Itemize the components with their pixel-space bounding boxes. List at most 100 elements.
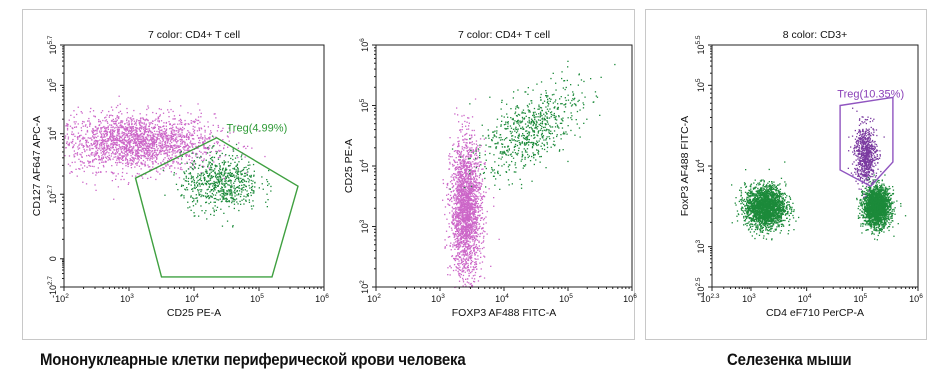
event-dot <box>448 158 450 160</box>
event-dot <box>459 233 462 235</box>
event-dot <box>96 151 99 154</box>
event-dot <box>134 140 136 142</box>
event-dot <box>204 140 206 142</box>
event-dot <box>126 107 128 110</box>
event-dot <box>124 129 127 131</box>
event-dot <box>226 190 228 193</box>
event-dot <box>180 121 182 123</box>
event-dot <box>472 208 474 210</box>
event-dot <box>250 179 252 182</box>
event-dot <box>242 178 244 181</box>
event-dot <box>81 152 83 154</box>
event-dot <box>120 151 123 153</box>
event-dot <box>473 247 475 249</box>
event-dot <box>460 176 462 178</box>
event-dot <box>230 174 232 177</box>
event-dot <box>468 253 471 255</box>
event-dot <box>204 151 207 153</box>
event-dot <box>467 248 470 250</box>
event-dot <box>477 196 479 198</box>
event-dot <box>473 176 475 178</box>
event-dot <box>451 222 453 224</box>
event-dot <box>169 157 172 159</box>
event-dot <box>106 146 108 148</box>
event-dot <box>266 206 268 208</box>
event-dot <box>142 144 144 146</box>
event-dot <box>145 138 148 140</box>
event-dot <box>224 184 226 186</box>
event-dot <box>80 134 82 136</box>
event-dot <box>220 172 222 174</box>
event-dot <box>112 126 114 129</box>
event-dot <box>467 255 469 257</box>
event-dot <box>462 231 465 233</box>
event-dot <box>474 258 476 260</box>
event-dot <box>126 155 128 157</box>
event-dot <box>117 130 119 132</box>
event-dot <box>64 137 66 139</box>
event-dot <box>211 169 213 171</box>
event-dot <box>203 151 205 153</box>
event-dot <box>471 270 473 273</box>
event-dot <box>138 128 140 131</box>
event-dot <box>172 118 174 120</box>
event-dot <box>464 254 466 256</box>
event-dot <box>137 139 139 142</box>
event-dot <box>199 174 201 176</box>
event-dot <box>89 155 91 157</box>
event-dot <box>101 143 103 145</box>
event-dot <box>464 177 466 179</box>
event-dot <box>135 120 138 122</box>
event-dot <box>122 156 124 158</box>
event-dot <box>473 212 475 214</box>
y-axis-label: CD127 AF647 APC-A <box>31 116 43 216</box>
event-dot <box>192 205 195 207</box>
event-dot <box>460 131 462 133</box>
event-dot <box>462 250 464 252</box>
event-dot <box>71 127 73 129</box>
event-dot <box>78 158 80 160</box>
event-dot <box>442 182 445 185</box>
event-dot <box>467 128 470 130</box>
event-dot <box>131 156 133 158</box>
event-dot <box>217 199 220 201</box>
event-dot <box>103 130 105 133</box>
event-dot <box>209 158 212 160</box>
event-dot <box>241 199 243 201</box>
event-dot <box>472 235 474 237</box>
event-dot <box>77 123 79 125</box>
event-dot <box>117 140 119 142</box>
event-dot <box>472 149 474 151</box>
event-dot <box>147 105 149 107</box>
event-dot <box>125 147 128 149</box>
event-dot <box>93 143 96 145</box>
event-dot <box>453 224 455 226</box>
event-dot <box>179 133 181 135</box>
event-dot <box>132 147 134 149</box>
event-dot <box>458 180 460 182</box>
event-dot <box>95 145 97 147</box>
event-dot <box>160 126 162 129</box>
event-dot <box>216 182 218 184</box>
event-dot <box>454 259 457 262</box>
x-axis-label: CD25 PE-A <box>167 307 221 319</box>
event-dot <box>214 189 216 191</box>
event-dot <box>466 185 468 187</box>
event-dot <box>118 116 120 118</box>
event-dot <box>183 195 185 197</box>
event-dot <box>135 122 137 125</box>
event-dot <box>457 193 459 195</box>
event-dot <box>131 123 133 125</box>
event-dot <box>454 176 456 178</box>
event-dot <box>215 184 217 187</box>
event-dot <box>189 166 191 168</box>
event-dot <box>465 278 467 280</box>
event-dot <box>232 197 235 199</box>
event-dot <box>185 180 188 182</box>
event-dot <box>206 189 208 191</box>
event-dot <box>458 150 460 152</box>
event-dot <box>463 227 465 229</box>
event-dot <box>106 142 108 144</box>
event-dot <box>219 154 221 157</box>
event-dot <box>219 194 221 196</box>
